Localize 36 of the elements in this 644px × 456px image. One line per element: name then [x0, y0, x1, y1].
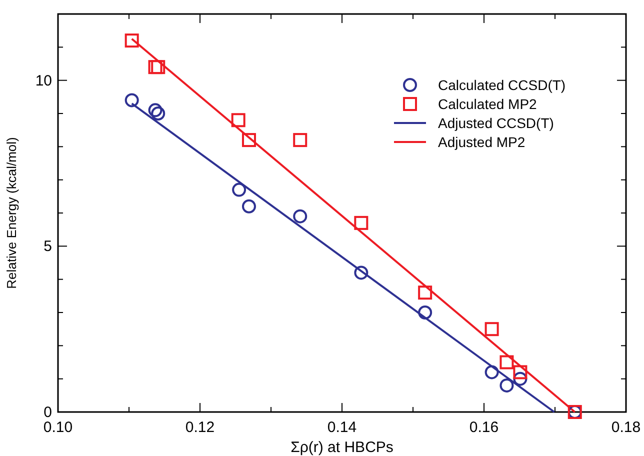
legend-label: Adjusted MP2 [438, 134, 526, 150]
x-tick-label: 0.14 [327, 419, 357, 436]
x-tick-label: 0.16 [469, 419, 499, 436]
point [124, 93, 139, 108]
point [484, 365, 499, 380]
point [231, 113, 246, 128]
y-tick-label: 10 [35, 72, 52, 90]
point [148, 103, 162, 118]
point [293, 209, 308, 224]
point [124, 34, 139, 48]
point [242, 133, 256, 148]
x-tick-label: 0.10 [43, 419, 73, 436]
point [484, 322, 499, 336]
x-tick-label: 0.12 [185, 419, 215, 436]
legend-label: Adjusted CCSD(T) [438, 115, 554, 131]
point [513, 365, 528, 380]
point [242, 199, 256, 214]
x-tick-label: 0.18 [611, 419, 641, 436]
point [418, 286, 432, 300]
point [500, 378, 514, 392]
point [354, 266, 368, 280]
legend-label: Calculated MP2 [438, 96, 538, 112]
point [354, 216, 368, 230]
point [151, 60, 166, 74]
y-tick-label: 0 [44, 404, 52, 421]
point [293, 133, 308, 148]
legend-label: Calculated CCSD(T) [438, 77, 566, 93]
point [232, 182, 246, 197]
point [500, 355, 514, 370]
point [151, 106, 166, 120]
point [418, 306, 432, 320]
y-axis-title: Relative Energy (kcal/mol) [4, 137, 19, 289]
y-tick-label: 5 [44, 238, 52, 256]
point [148, 60, 162, 74]
point [513, 372, 528, 386]
x-axis-title: Σρ(r) at HBCPs [290, 439, 394, 456]
